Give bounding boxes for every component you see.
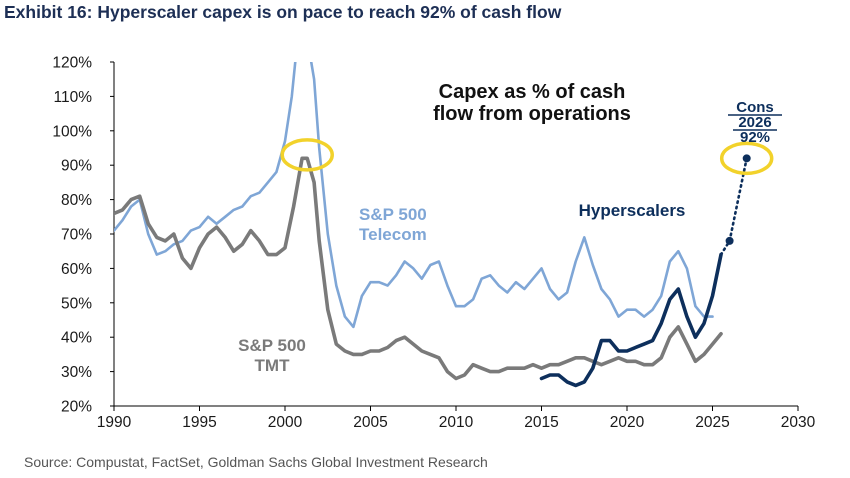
annotation-label-line: 92% [740,129,770,146]
y-tick-label: 40% [61,330,92,347]
series-line-s-p-500-telecom [114,62,714,329]
x-tick-label: 2025 [695,414,729,431]
y-tick-label: 20% [61,399,92,416]
series-label-telecom: S&P 500 [359,205,427,224]
x-tick-label: 2030 [781,414,816,431]
series-line-hyperscalers [539,252,723,388]
y-tick-label: 100% [52,123,92,140]
annotation-label-line: 2026 [738,114,771,131]
series-label-telecom: Telecom [359,225,427,244]
x-tick-label: 2000 [268,414,303,431]
y-tick-label: 110% [54,89,93,106]
x-tick-label: 1995 [182,414,216,431]
y-tick-label: 60% [61,261,92,278]
x-tick-label: 2020 [610,414,645,431]
y-tick-label: 70% [61,227,92,244]
series-line-s-p-500-tmt [114,156,723,381]
source-note: Source: Compustat, FactSet, Goldman Sach… [24,454,488,470]
x-tick-label: 2015 [524,414,558,431]
x-tick-label: 2005 [353,414,387,431]
highlight-circle [280,138,334,172]
x-tick-label: 1990 [97,414,132,431]
x-tick-label: 2010 [439,414,474,431]
chart-title-line: flow from operations [433,103,631,125]
y-tick-label: 30% [61,364,92,381]
projection-point [725,236,734,245]
chart-title-line: Capex as % of cash [439,81,626,103]
projection-point [742,154,751,163]
series-label-hyperscalers: Hyperscalers [579,201,686,220]
series-label-tmt: TMT [255,356,291,375]
series-label-tmt: S&P 500 [238,336,306,355]
y-tick-label: 90% [61,158,92,175]
annotation-label-line: Cons [736,99,774,116]
y-tick-label: 80% [61,192,92,209]
exhibit-title: Exhibit 16: Hyperscaler capex is on pace… [4,2,562,22]
highlight-circle [719,141,774,176]
y-tick-label: 50% [61,295,92,312]
y-tick-label: 120% [52,55,92,72]
